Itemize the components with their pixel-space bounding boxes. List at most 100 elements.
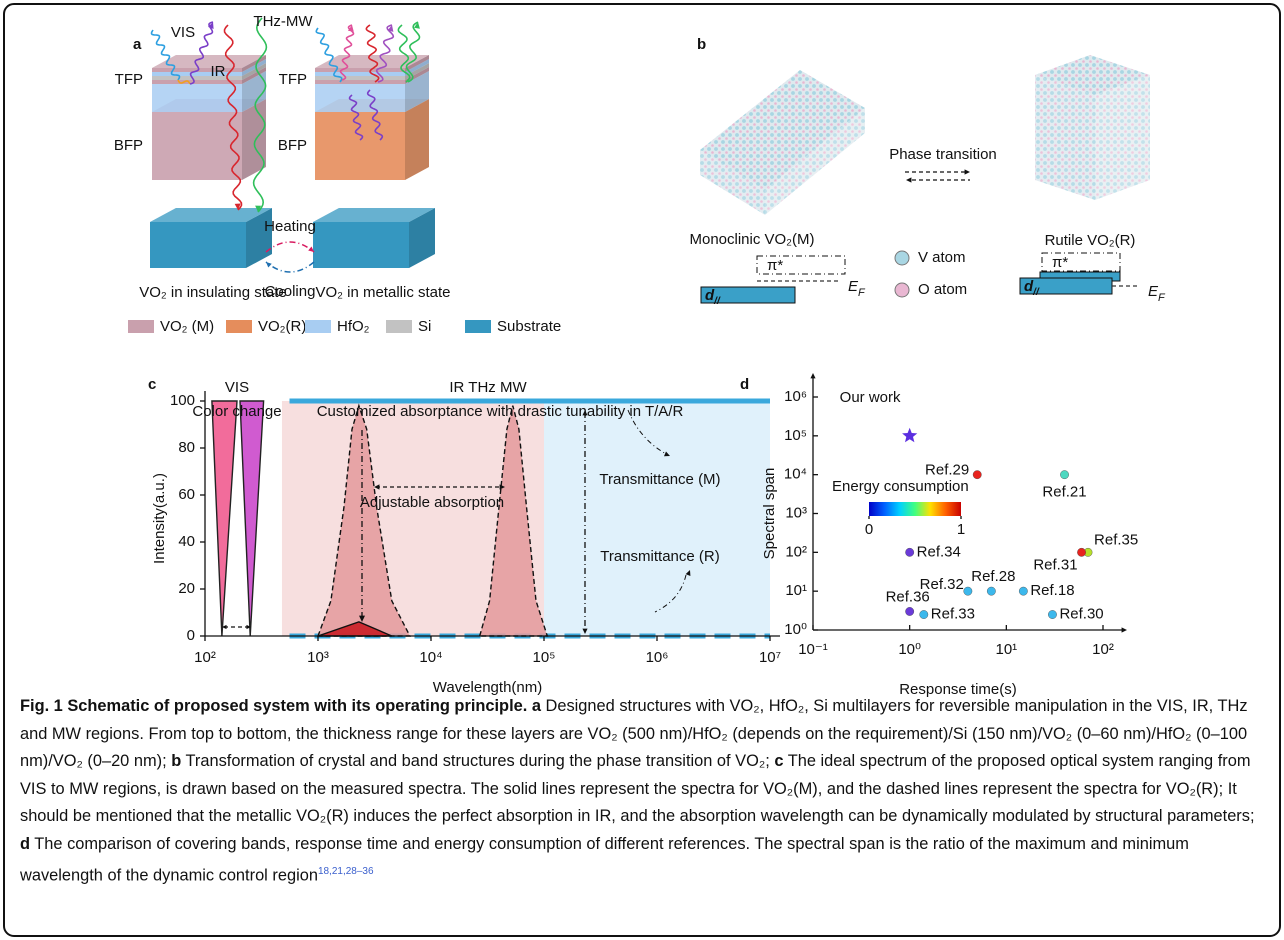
layer-side: [405, 63, 429, 80]
caption-text: Transformation of crystal and band struc…: [181, 752, 775, 770]
point-label: Ref.33: [931, 606, 975, 623]
point-label: Ref.29: [925, 462, 969, 479]
legend-swatch: [386, 320, 412, 333]
arrow-head: [266, 262, 272, 268]
arrow-head: [387, 25, 394, 32]
d-subscript: //: [713, 296, 721, 307]
layer-side-shade: [405, 55, 429, 72]
layer-front: [315, 112, 405, 180]
layer-side-shade: [242, 67, 266, 84]
arrow-head: [414, 22, 420, 29]
data-point: [972, 470, 982, 480]
caption-text: c: [774, 752, 784, 770]
transition-label: Phase transition: [889, 146, 997, 163]
spectrum-area: [239, 400, 265, 637]
spectrum-area: [316, 403, 412, 637]
light-ray: [348, 94, 364, 141]
x-tick-label: 10⁵: [533, 649, 556, 666]
y-tick-label: 40: [178, 533, 195, 550]
layer-side-shade: [409, 208, 435, 268]
layer-side: [405, 99, 429, 180]
legend-swatch: [226, 320, 252, 333]
layer-side-shade: [405, 99, 429, 180]
light-ray: [315, 27, 343, 83]
y-axis-label: Spectral span: [761, 468, 778, 560]
arrow-head: [582, 410, 588, 416]
x-tick-label: 10⁰: [898, 641, 921, 658]
layer-side: [405, 71, 429, 112]
legend-swatch: [128, 320, 154, 333]
light-ray: [177, 79, 191, 85]
pointer: [654, 574, 687, 613]
data-point: [905, 607, 915, 616]
fermi-subscript: F: [1158, 292, 1166, 304]
y-tick-label: 10⁴: [784, 466, 807, 483]
layer-label: TFP: [279, 71, 307, 88]
data-point: [1060, 470, 1069, 480]
point-label: Ref.31: [1033, 556, 1077, 573]
y-tick-label: 10¹: [785, 582, 807, 599]
atom-icon: [894, 250, 910, 266]
layer-front: [315, 76, 405, 80]
fermi-label: EF: [848, 278, 866, 299]
crystal-face: [1035, 75, 1095, 200]
arrow-head: [359, 615, 365, 622]
y-tick-label: 80: [178, 439, 195, 456]
caption-text: The comparison of covering bands, respon…: [20, 834, 1189, 885]
process-label: Heating: [264, 218, 316, 235]
light-ray: [366, 89, 384, 141]
phase-label: Monoclinic VO₂(M): [689, 231, 814, 248]
x-tick-label: 10²: [1092, 641, 1114, 658]
point-label: Ref.36: [886, 588, 930, 605]
data-point: [905, 547, 915, 557]
layer-side-shade: [405, 63, 429, 80]
light-ray: [223, 24, 243, 211]
arrow-head: [222, 624, 227, 630]
layer-side-shade: [405, 71, 429, 112]
panel-label: c: [148, 376, 156, 393]
colorbar: [869, 502, 961, 516]
data-point: [902, 427, 918, 443]
arrow-head: [234, 203, 241, 210]
arrow-head: [255, 205, 262, 212]
data-point: [1048, 610, 1057, 619]
legend-label: HfO₂: [337, 318, 370, 335]
crystal-face: [700, 70, 865, 190]
atom-label: O atom: [918, 281, 967, 298]
layer-front: [152, 80, 242, 84]
pi-band: [1041, 252, 1121, 272]
panel-label: a: [133, 36, 142, 53]
annotation: Adjustable absorption: [360, 494, 504, 511]
layer-side: [405, 59, 429, 76]
layer-front: [315, 68, 405, 72]
caption-text: a: [527, 697, 541, 715]
spectrum-area: [478, 405, 549, 637]
ray-label: VIS: [171, 24, 195, 41]
arrow-head: [1121, 627, 1127, 633]
y-tick-label: 100: [170, 392, 195, 409]
light-ray: [405, 21, 421, 83]
x-tick-label: 10¹: [995, 641, 1017, 658]
pi-label: π*: [1052, 254, 1068, 271]
point-label: Ref.30: [1059, 606, 1103, 623]
x-tick-label: 10⁴: [419, 649, 442, 666]
layer-label: BFP: [114, 137, 143, 154]
layer-front: [313, 222, 409, 268]
layer-side-shade: [405, 59, 429, 76]
layer-top: [152, 55, 266, 68]
layer-side-shade: [242, 71, 266, 112]
layer-front: [152, 112, 242, 180]
arrow-head: [374, 484, 380, 490]
arrow-head: [499, 484, 505, 490]
y-tick-label: 60: [178, 486, 195, 503]
layer-top-light: [150, 208, 272, 222]
spectrum-area: [211, 400, 238, 637]
layer-side-shade: [242, 59, 266, 76]
annotation: Customized absorptance with drastic tuna…: [317, 403, 684, 420]
pi-label: π*: [767, 257, 783, 274]
panel-label: b: [697, 36, 706, 53]
layer-side: [405, 55, 429, 72]
y-tick-label: 10⁶: [784, 388, 807, 405]
